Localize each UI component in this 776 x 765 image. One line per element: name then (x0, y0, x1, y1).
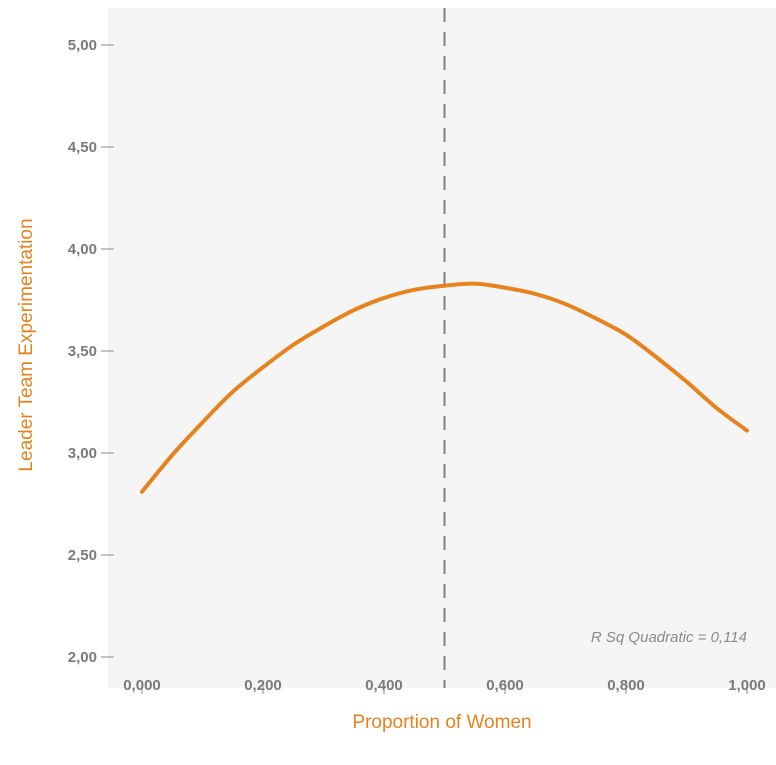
x-tick-label: 0,600 (486, 677, 524, 694)
r-squared-annotation: R Sq Quadratic = 0,114 (591, 629, 747, 646)
series-line (140, 281, 749, 494)
x-axis: 0,000 0,200 0,400 0,600 0,800 1,000 (123, 677, 766, 694)
x-tick-label: 0,800 (607, 677, 645, 694)
y-axis: 2,00 2,50 3,00 3,50 4,00 4,50 5,00 (68, 37, 114, 666)
y-tick-label: 2,50 (68, 547, 97, 564)
y-tick-label: 2,00 (68, 649, 97, 666)
x-tick-label: 1,000 (728, 677, 766, 694)
x-tick-label: 0,000 (123, 677, 161, 694)
y-tick-label: 5,00 (68, 37, 97, 54)
y-tick-label: 3,50 (68, 343, 97, 360)
y-tick-label: 3,00 (68, 445, 97, 462)
x-tick-label: 0,200 (244, 677, 282, 694)
y-axis-title: Leader Team Experimentation (16, 218, 37, 471)
x-tick-label: 0,400 (365, 677, 403, 694)
y-tick-label: 4,50 (68, 139, 97, 156)
plot-area (108, 8, 776, 688)
x-axis-title: Proportion of Women (352, 712, 531, 733)
y-tick-label: 4,00 (68, 241, 97, 258)
